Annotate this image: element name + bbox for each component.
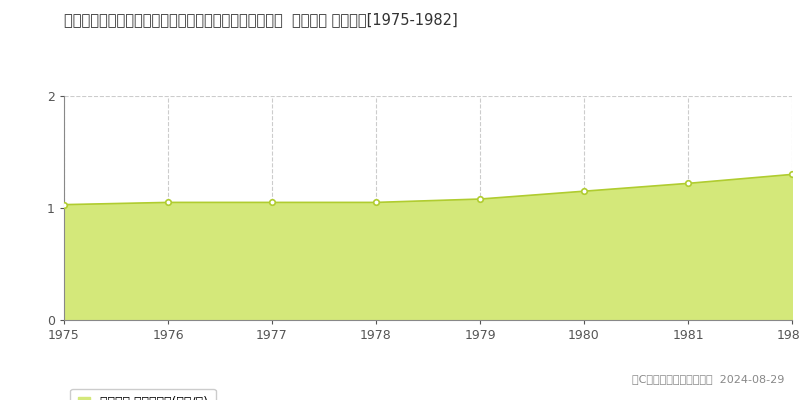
- Legend: 地価公示 平均坪単価(万円/坪): 地価公示 平均坪単価(万円/坪): [70, 389, 216, 400]
- Text: 埼玉県比企郡川島町大字上小見野字水深町８３１番３外  地価公示 地価推移[1975-1982]: 埼玉県比企郡川島町大字上小見野字水深町８３１番３外 地価公示 地価推移[1975…: [64, 12, 458, 27]
- Text: （C）土地価格ドットコム  2024-08-29: （C）土地価格ドットコム 2024-08-29: [632, 374, 784, 384]
